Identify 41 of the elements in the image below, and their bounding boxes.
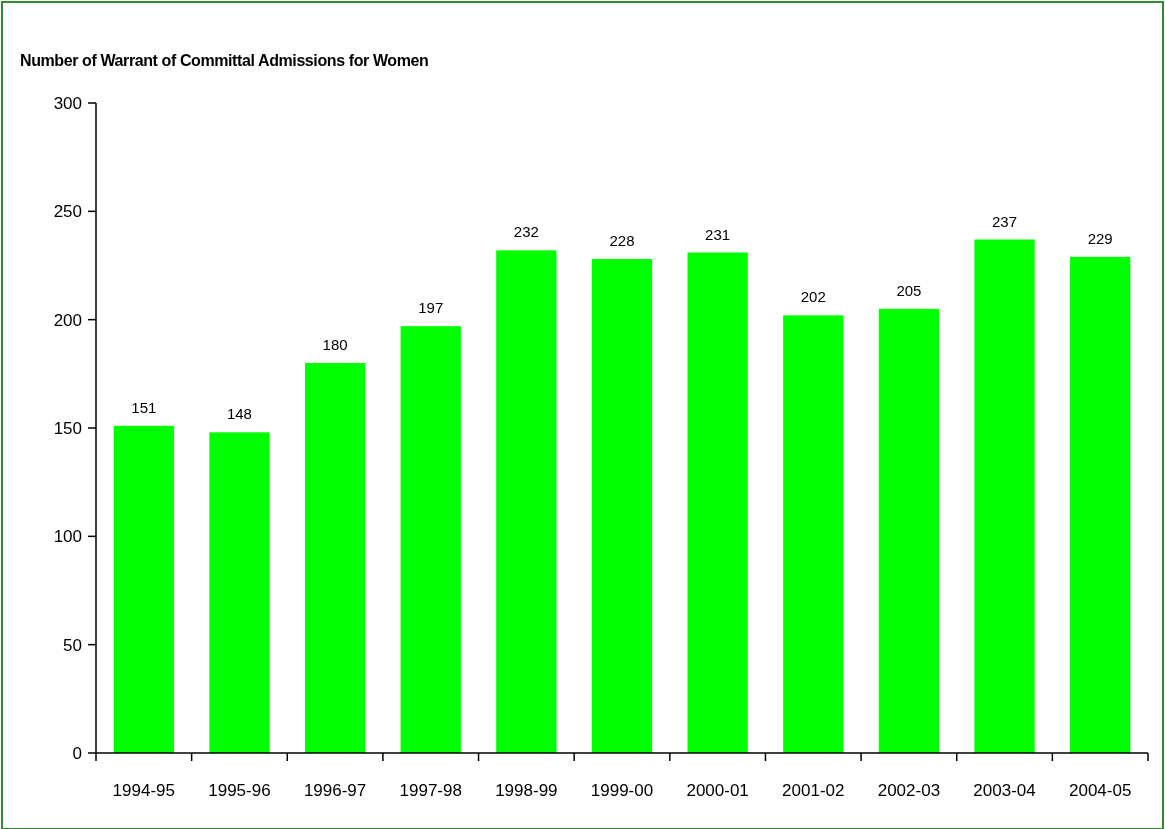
x-tick-label: 1998-99 [495,781,558,800]
bar [304,363,366,753]
x-tick-label: 2002-03 [877,781,941,800]
x-tick-label: 1995-96 [208,781,271,800]
data-label: 229 [1087,229,1113,247]
x-tick-label: 2000-01 [686,781,749,800]
x-tick-label: 2004-05 [1068,781,1132,800]
y-tick-label: 50 [63,635,82,655]
bar [878,308,940,753]
x-tick-label: 2003-04 [973,781,1036,800]
x-tick-label: 2001-02 [782,781,845,800]
data-label: 205 [896,281,922,299]
bar [974,239,1035,753]
y-tick-label: 100 [53,527,82,547]
x-tick-label: 1997-98 [399,781,462,800]
data-label: 151 [131,398,157,416]
data-label: 180 [322,336,348,353]
bar [591,259,653,753]
bar [400,326,461,753]
y-tick-label: 200 [53,310,82,330]
bar [209,432,270,753]
y-tick-label: 150 [53,418,82,438]
x-tick-label: 1999-00 [590,781,654,800]
y-tick-label: 0 [72,743,82,763]
data-label: 232 [513,223,539,241]
bar [1070,256,1131,753]
bar [113,425,174,753]
chart-title: Number of Warrant of Committal Admissions for Women [20,52,429,69]
bar [687,252,748,753]
data-label: 228 [609,232,635,249]
data-label: 202 [800,288,826,306]
x-tick-label: 1996-97 [303,781,367,800]
x-tick-label: 1994-95 [112,781,176,800]
y-tick-label: 300 [53,93,82,113]
bar [783,315,844,753]
data-label: 237 [992,212,1018,230]
data-label: 231 [705,225,731,243]
data-label: 197 [418,299,444,317]
data-label: 148 [226,405,252,423]
y-tick-label: 250 [53,202,82,222]
bar [496,250,557,753]
